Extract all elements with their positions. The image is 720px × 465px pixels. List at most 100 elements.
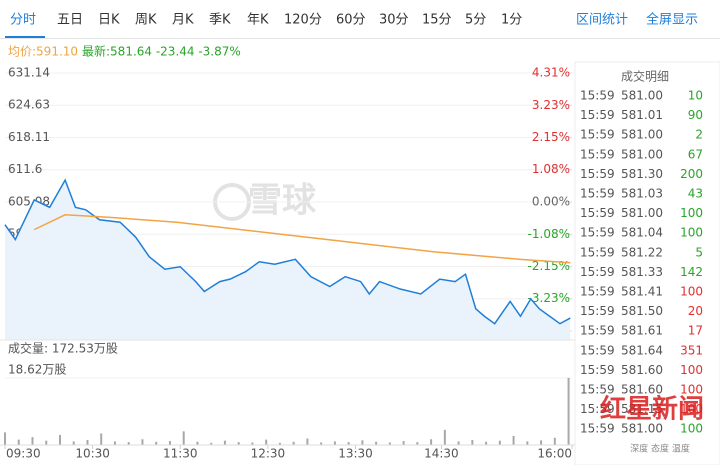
tab[interactable]: 5分 (465, 12, 487, 28)
trade-time: 15:59 (580, 304, 615, 318)
avg-price: 均价:591.10 (8, 45, 78, 59)
y-tick-label: 18.62万股 (8, 363, 66, 377)
y2-tick-label: -3.23% (528, 291, 570, 305)
trade-time: 15:59 (580, 363, 615, 377)
y-tick-label: 611.6 (8, 162, 42, 176)
trade-price: 581.01 (621, 108, 663, 122)
volume-bar (361, 440, 364, 445)
volume-bar (567, 378, 570, 445)
latest-price: 最新:581.64 -23.44 -3.87% (82, 44, 241, 59)
y2-tick-label: 3.23% (532, 98, 570, 112)
tab[interactable]: 五日 (57, 12, 84, 28)
trade-volume: 100 (680, 206, 703, 220)
volume-bar (485, 441, 488, 445)
volume-bar (306, 438, 309, 445)
trade-price: 581.41 (621, 285, 663, 299)
trade-volume: 142 (680, 265, 703, 279)
tab[interactable]: 60分 (336, 12, 366, 28)
trade-price: 581.22 (621, 245, 663, 259)
tab[interactable]: 年K (247, 12, 269, 28)
tab[interactable]: 120分 (284, 12, 322, 28)
action-link[interactable]: 全屏显示 (646, 12, 699, 28)
volume-bar (100, 433, 103, 445)
trade-volume: 100 (680, 422, 703, 436)
x-tick-label: 14:30 (424, 447, 459, 461)
trade-price: 581.00 (621, 206, 663, 220)
volume-bar (278, 442, 281, 445)
volume-bar (31, 437, 34, 445)
x-tick-label: 10:30 (75, 447, 110, 461)
y-tick-label: 624.63 (8, 98, 50, 112)
x-tick-label: 09:30 (6, 447, 41, 461)
trade-time: 15:59 (580, 245, 615, 259)
volume-bar (430, 439, 433, 445)
y2-tick-label: 0.00% (532, 195, 570, 209)
trade-volume: 20 (688, 304, 703, 318)
watermark: 雪球 (248, 181, 317, 221)
trade-volume: 10 (688, 89, 703, 103)
tab[interactable]: 30分 (379, 12, 409, 28)
trade-price: 581.00 (621, 128, 663, 142)
trade-price: 581.61 (621, 324, 663, 338)
volume-bar (113, 441, 116, 445)
trade-volume: 2 (695, 128, 703, 142)
trade-price: 581.33 (621, 265, 663, 279)
trade-time: 15:59 (580, 402, 615, 416)
trade-price: 581.60 (621, 383, 663, 397)
tab[interactable]: 季K (209, 12, 231, 28)
trade-time: 15:59 (580, 89, 615, 103)
divider (0, 38, 720, 39)
price-area (5, 180, 571, 340)
volume-bar (375, 441, 378, 445)
tab[interactable]: 周K (135, 12, 157, 28)
active-tab-underline (5, 36, 45, 38)
tab[interactable]: 分时 (10, 12, 37, 28)
tab[interactable]: 15分 (422, 12, 452, 28)
trade-volume: 100 (680, 383, 703, 397)
trade-price: 581.15 (621, 402, 663, 416)
trade-price: 581.50 (621, 304, 663, 318)
trade-time: 15:59 (580, 324, 615, 338)
volume-bar (210, 442, 213, 445)
tab[interactable]: 日K (98, 12, 120, 28)
price-line (33, 214, 571, 264)
volume-bar (553, 437, 556, 445)
logo-name: 红星新闻 (600, 394, 704, 425)
trade-volume: 43 (688, 187, 703, 201)
trade-time: 15:59 (580, 265, 615, 279)
volume-bar (141, 439, 144, 445)
volume-bar (237, 442, 240, 445)
volume-bar (498, 440, 501, 445)
trade-time: 15:59 (580, 285, 615, 299)
logo-slogan: 深度 态度 温度 (630, 443, 690, 455)
volume-bar (17, 439, 20, 445)
price-line (4, 178, 571, 325)
trade-time: 15:59 (580, 167, 615, 181)
trade-time: 15:59 (580, 422, 615, 436)
volume-bar (4, 432, 6, 445)
y-tick-label: 631.14 (8, 66, 50, 80)
trade-volume: 100 (680, 402, 703, 416)
y2-tick-label: 2.15% (532, 130, 570, 144)
tab[interactable]: 1分 (501, 12, 523, 28)
trade-title: 成交明细 (621, 69, 669, 84)
trade-price: 581.00 (621, 147, 663, 161)
volume-bar (457, 441, 460, 445)
volume-bar (127, 442, 130, 445)
volume-bar (540, 440, 543, 445)
trade-price: 581.30 (621, 167, 663, 181)
trade-time: 15:59 (580, 226, 615, 240)
tab[interactable]: 月K (172, 12, 194, 28)
trade-volume: 90 (688, 108, 703, 122)
volume-bar (86, 439, 89, 445)
y2-tick-label: -1.08% (528, 227, 570, 241)
y-tick-label: 618.11 (8, 130, 50, 144)
volume-bar (402, 441, 405, 445)
volume-bar (72, 441, 75, 445)
x-tick-label: 11:30 (163, 447, 198, 461)
action-link[interactable]: 区间统计 (576, 12, 629, 28)
trade-price: 581.03 (621, 187, 663, 201)
trade-price: 581.04 (621, 226, 663, 240)
